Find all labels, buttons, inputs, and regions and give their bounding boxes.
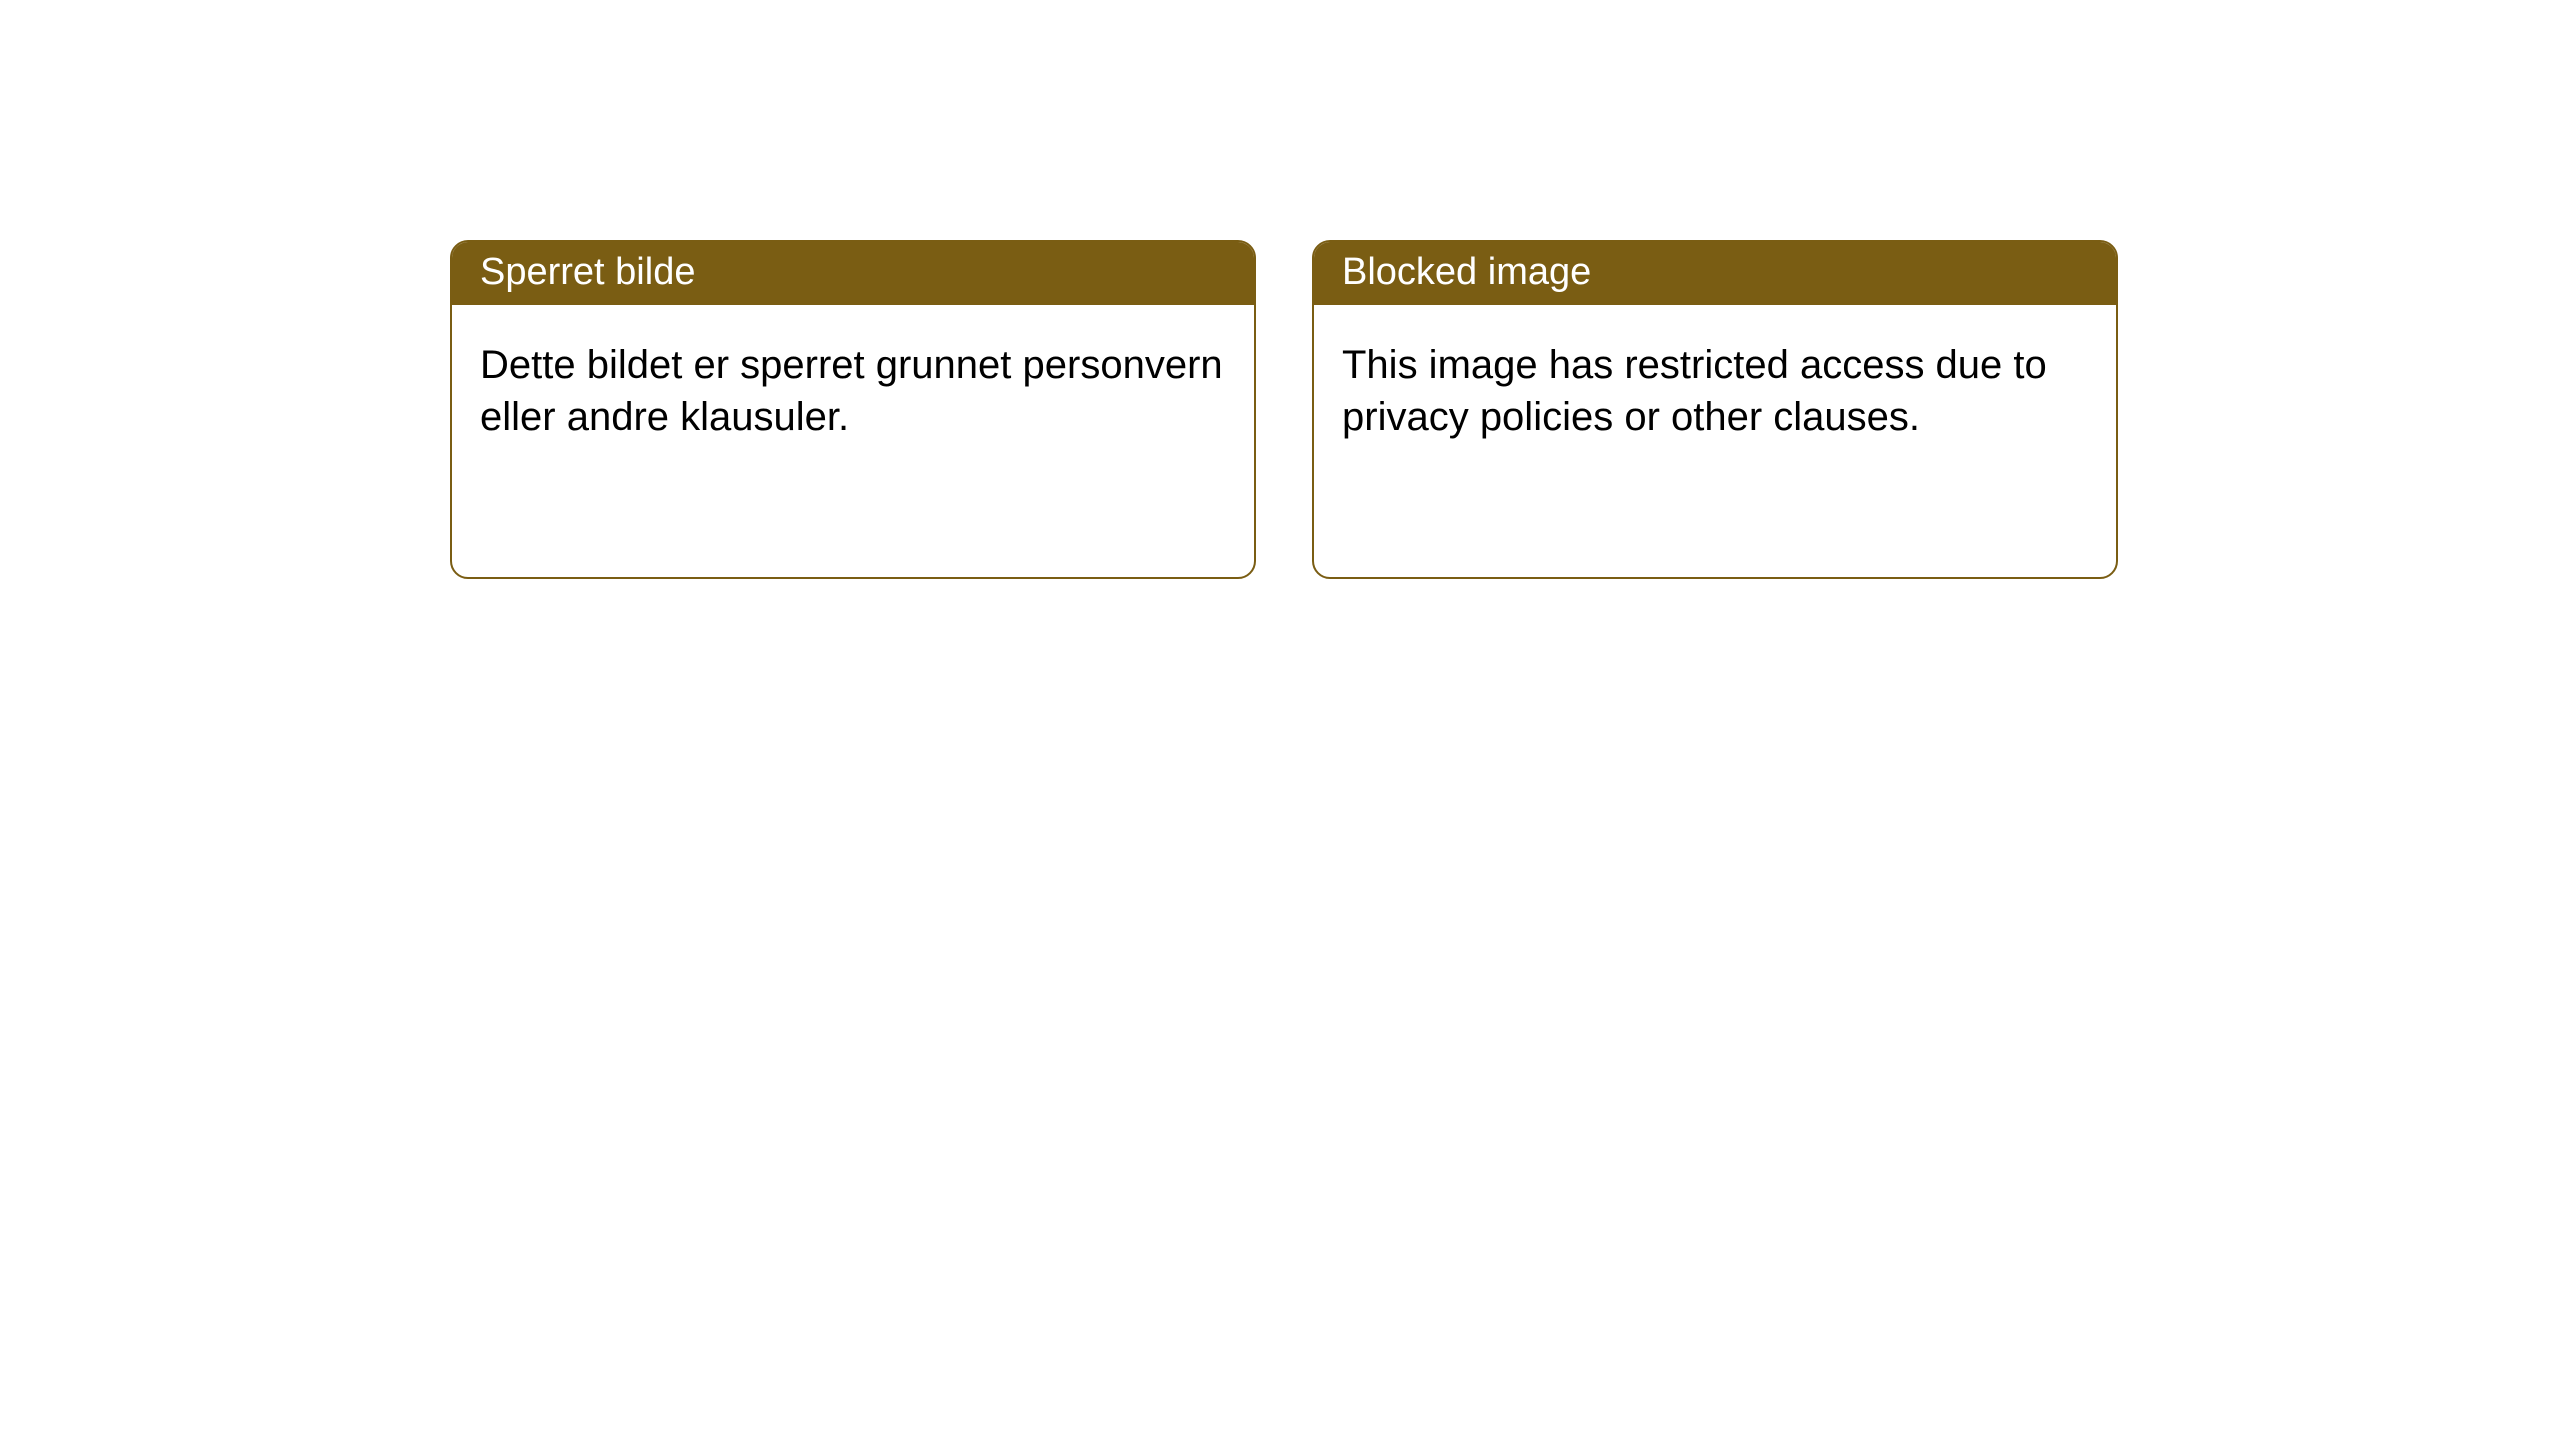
notice-header: Blocked image — [1314, 242, 2116, 305]
notice-body: Dette bildet er sperret grunnet personve… — [452, 305, 1254, 577]
notice-body: This image has restricted access due to … — [1314, 305, 2116, 577]
notice-container: Sperret bilde Dette bildet er sperret gr… — [0, 0, 2560, 579]
notice-card-english: Blocked image This image has restricted … — [1312, 240, 2118, 579]
notice-header: Sperret bilde — [452, 242, 1254, 305]
notice-card-norwegian: Sperret bilde Dette bildet er sperret gr… — [450, 240, 1256, 579]
